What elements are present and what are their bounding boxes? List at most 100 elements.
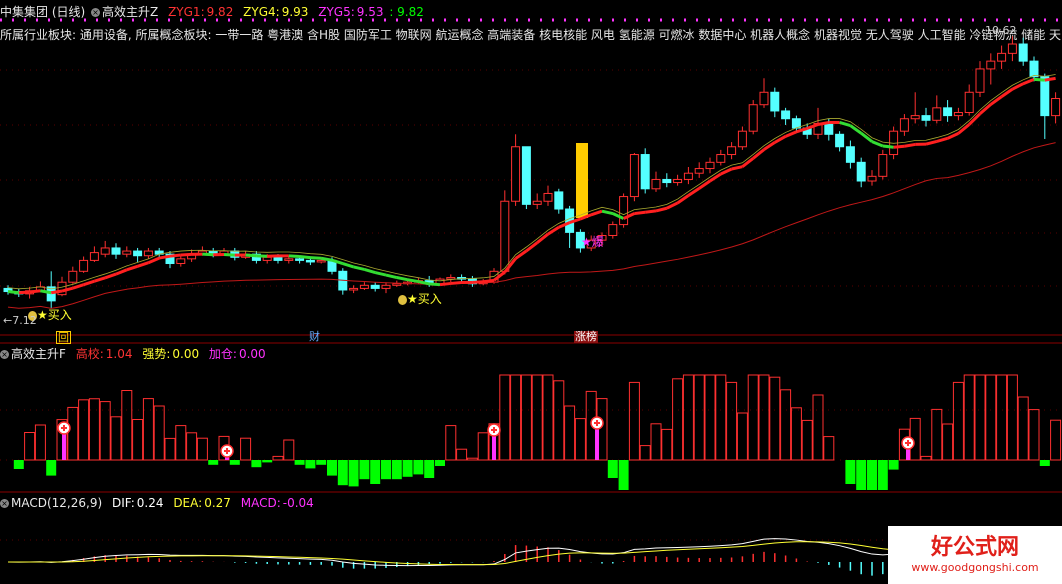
mid-up-bar — [920, 455, 932, 461]
candle — [79, 256, 89, 273]
mid-up-bar — [628, 381, 640, 461]
mid-up-bar — [466, 457, 478, 461]
mid-down-bar — [845, 460, 856, 484]
ma-main-segment — [731, 165, 743, 171]
dea-value: 0.27 — [204, 496, 231, 510]
candle — [619, 193, 629, 228]
candle — [143, 247, 153, 259]
candle — [640, 148, 650, 194]
candle-body — [219, 250, 229, 255]
mid-up-bar — [704, 374, 716, 461]
stock-name[interactable]: 中集集团 (日线) — [0, 5, 86, 19]
ma-lines-group — [7, 74, 1056, 309]
ma-main-segment — [310, 256, 322, 260]
candle-body — [716, 154, 726, 163]
event-tag-hui[interactable]: 回 — [56, 331, 71, 344]
close-indicator-icon[interactable]: × — [0, 499, 9, 508]
mid-up-bar — [283, 439, 295, 461]
main-panel-header: 中集集团 (日线) × 高效主升Z ZYG1: 9.82 ZYG4: 9.93 ZYG… — [0, 5, 426, 19]
mid-indicator-name[interactable]: 高效主升F — [11, 347, 66, 361]
candle-body — [845, 146, 855, 163]
candle — [683, 166, 693, 185]
candle — [899, 114, 909, 136]
event-tag-zhangbang[interactable]: 涨榜 — [574, 330, 598, 343]
mid-down-bar — [618, 460, 629, 490]
mid-up-bar — [780, 389, 792, 461]
mid-up-bar — [726, 381, 738, 461]
candle-body — [619, 196, 629, 226]
burst-bar — [576, 143, 588, 218]
mid-up-bar — [650, 423, 662, 461]
ma-main-segment — [93, 276, 106, 283]
candle — [737, 126, 747, 150]
ma-main-segment — [147, 256, 160, 265]
candle — [781, 107, 791, 125]
mid-up-bar — [520, 374, 532, 461]
close-indicator-icon[interactable]: × — [91, 8, 101, 17]
jiacang-value: 0.00 — [238, 347, 266, 361]
candle-body — [997, 52, 1007, 62]
candle-body — [597, 234, 607, 241]
zyg5-value: 9.53 — [356, 5, 384, 19]
ma-main-segment — [860, 132, 873, 143]
mid-down-bar — [402, 460, 413, 477]
buy-signal-1[interactable]: ★买入 — [28, 306, 72, 323]
candle-body — [262, 256, 272, 261]
candle-body — [586, 239, 596, 249]
watermark: 好公式网 www.goodgongshi.com — [888, 526, 1062, 584]
mid-up-bar — [790, 407, 802, 461]
mid-up-bar — [510, 374, 522, 461]
macd-indicator-name[interactable]: MACD(12,26,9) — [11, 496, 103, 510]
ma-main-segment — [590, 209, 603, 217]
ma-main-segment — [353, 265, 365, 271]
ma-main-segment — [385, 273, 398, 279]
mid-up-bar — [952, 381, 964, 461]
candle — [176, 255, 186, 267]
candle — [867, 170, 877, 186]
candle — [932, 95, 942, 124]
burst-signal[interactable]: ★爆 — [581, 235, 604, 249]
mid-down-bar — [888, 460, 899, 470]
candle — [359, 282, 369, 290]
candle — [511, 134, 521, 206]
macd-dif-line — [7, 538, 1056, 567]
candle — [1007, 36, 1017, 62]
mid-panel-header: × 高效主升F 高校: 1.04 强势: 0.00 加仓: 0.00 — [0, 347, 268, 361]
ma-main-segment — [72, 283, 85, 290]
ma-main-segment — [299, 255, 311, 260]
ma-main-segment — [61, 286, 74, 293]
ma-main-segment — [158, 254, 171, 260]
ma-main-segment — [104, 272, 117, 280]
ma-main-segment — [514, 249, 528, 260]
mid-up-bar — [196, 437, 208, 461]
candle-body — [79, 259, 89, 272]
close-indicator-icon[interactable]: × — [0, 350, 9, 359]
candle-body — [500, 200, 510, 272]
ma-main-segment — [871, 140, 884, 148]
buy-signal-2[interactable]: ★买入 — [398, 290, 442, 307]
candle — [219, 247, 229, 256]
mid-up-bar — [175, 425, 187, 461]
gridlines — [0, 18, 1062, 541]
candle-body — [781, 110, 791, 120]
candle-body — [694, 168, 704, 174]
ma-main-segment — [169, 253, 181, 258]
candle-body — [737, 130, 747, 148]
main-indicator-name[interactable]: 高效主升Z — [102, 5, 159, 19]
candle-body — [986, 60, 996, 70]
candle — [943, 100, 953, 122]
candle-body — [521, 146, 531, 205]
ma-main-segment — [687, 187, 701, 197]
candle — [910, 92, 920, 124]
ma-main-segment — [698, 179, 711, 190]
event-tag-cai[interactable]: 财 — [309, 330, 320, 343]
extra-value: : 9.82 — [389, 5, 424, 19]
dif-value: 0.24 — [136, 496, 164, 510]
candle — [1040, 73, 1050, 139]
mid-down-bar — [435, 460, 445, 466]
candle-body — [111, 247, 121, 255]
candle — [68, 266, 78, 284]
candle — [392, 280, 402, 287]
mid-up-bar — [445, 425, 457, 461]
